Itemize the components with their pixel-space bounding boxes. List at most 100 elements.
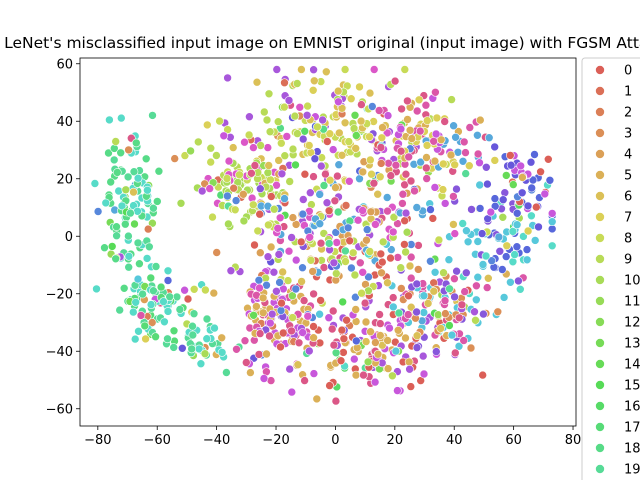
scatter-point [288, 213, 298, 222]
legend-marker [595, 338, 605, 348]
legend-marker [595, 464, 605, 474]
scatter-point [140, 321, 150, 331]
scatter-point [465, 123, 475, 132]
scatter-point [401, 169, 411, 179]
scatter-point [422, 153, 431, 162]
scatter-point [342, 315, 351, 325]
scatter-point [107, 242, 117, 251]
x-tick-label: −60 [144, 433, 171, 448]
legend-label: 0 [624, 64, 632, 79]
scatter-point [526, 157, 536, 167]
scatter-point [450, 274, 459, 284]
scatter-point [508, 180, 518, 189]
scatter-point [339, 334, 349, 344]
scatter-point [148, 111, 157, 120]
scatter-point [217, 333, 226, 343]
scatter-point [235, 170, 244, 180]
scatter-point [180, 151, 190, 160]
scatter-point [512, 209, 522, 218]
scatter-point [259, 374, 269, 383]
scatter-point [337, 104, 347, 113]
scatter-point [473, 272, 483, 282]
scatter-point [522, 245, 532, 254]
legend-marker [595, 170, 605, 180]
scatter-point [101, 198, 111, 208]
scatter-point [201, 285, 210, 295]
scatter-point [351, 370, 361, 380]
scatter-point [276, 138, 286, 148]
scatter-point [512, 242, 522, 251]
legend-label: 16 [624, 400, 640, 415]
legend-label: 6 [624, 190, 632, 205]
scatter-point [264, 89, 274, 99]
scatter-point [254, 275, 264, 285]
scatter-point [258, 308, 268, 318]
scatter-point [90, 179, 100, 188]
scatter-point [117, 113, 126, 123]
x-tick-label: 20 [387, 433, 404, 448]
scatter-point [431, 129, 441, 139]
y-tick-label: 40 [56, 115, 73, 130]
scatter-point [327, 324, 337, 334]
scatter-point [302, 111, 312, 120]
scatter-point [547, 217, 557, 226]
scatter-point [341, 246, 350, 256]
scatter-point [146, 273, 156, 283]
legend-label: 2 [624, 106, 632, 121]
scatter-point [224, 219, 233, 229]
scatter-point [406, 382, 416, 391]
scatter-point [362, 235, 371, 245]
scatter-point [404, 357, 414, 367]
scatter-point [530, 150, 539, 159]
scatter-point [500, 188, 510, 197]
scatter-point [495, 247, 505, 256]
scatter-point [415, 126, 425, 136]
scatter-point [141, 334, 150, 344]
y-tick-label: −20 [46, 287, 73, 302]
scatter-point [309, 65, 318, 74]
scatter-point [373, 189, 383, 199]
legend-label: 10 [624, 274, 640, 289]
scatter-point [458, 219, 468, 228]
scatter-point [114, 186, 123, 196]
scatter-point [275, 213, 285, 223]
scatter-point [325, 381, 334, 390]
scatter-point [450, 292, 459, 302]
scatter-point [421, 163, 431, 173]
scatter-point [338, 297, 348, 307]
scatter-point [429, 137, 439, 146]
scatter-point [483, 179, 492, 189]
scatter-point [285, 177, 295, 186]
scatter-point [325, 129, 335, 138]
scatter-point [540, 189, 550, 199]
scatter-point [113, 168, 122, 177]
scatter-point [414, 95, 424, 105]
legend-marker [595, 212, 605, 222]
scatter-point [288, 144, 298, 154]
scatter-point [361, 317, 371, 327]
scatter-point [305, 233, 315, 242]
scatter-point [290, 111, 300, 121]
scatter-point [357, 288, 366, 298]
scatter-point [402, 227, 412, 237]
x-tick-label: 60 [505, 433, 522, 448]
scatter-point [467, 205, 476, 214]
scatter-point [373, 349, 383, 359]
legend-marker [595, 443, 605, 453]
scatter-point [369, 178, 379, 188]
scatter-point [356, 116, 366, 126]
scatter-point [478, 260, 488, 269]
scatter-point [358, 267, 368, 277]
scatter-point [249, 143, 258, 152]
scatter-point [206, 157, 215, 167]
scatter-point [452, 266, 461, 276]
scatter-point [300, 169, 310, 179]
scatter-point [493, 307, 503, 317]
scatter-point [244, 130, 254, 140]
legend-frame [581, 57, 640, 480]
scatter-point [422, 174, 432, 183]
legend-marker [595, 359, 605, 369]
scatter-point [328, 306, 338, 316]
scatter-point [501, 171, 511, 180]
scatter-point [226, 266, 236, 276]
